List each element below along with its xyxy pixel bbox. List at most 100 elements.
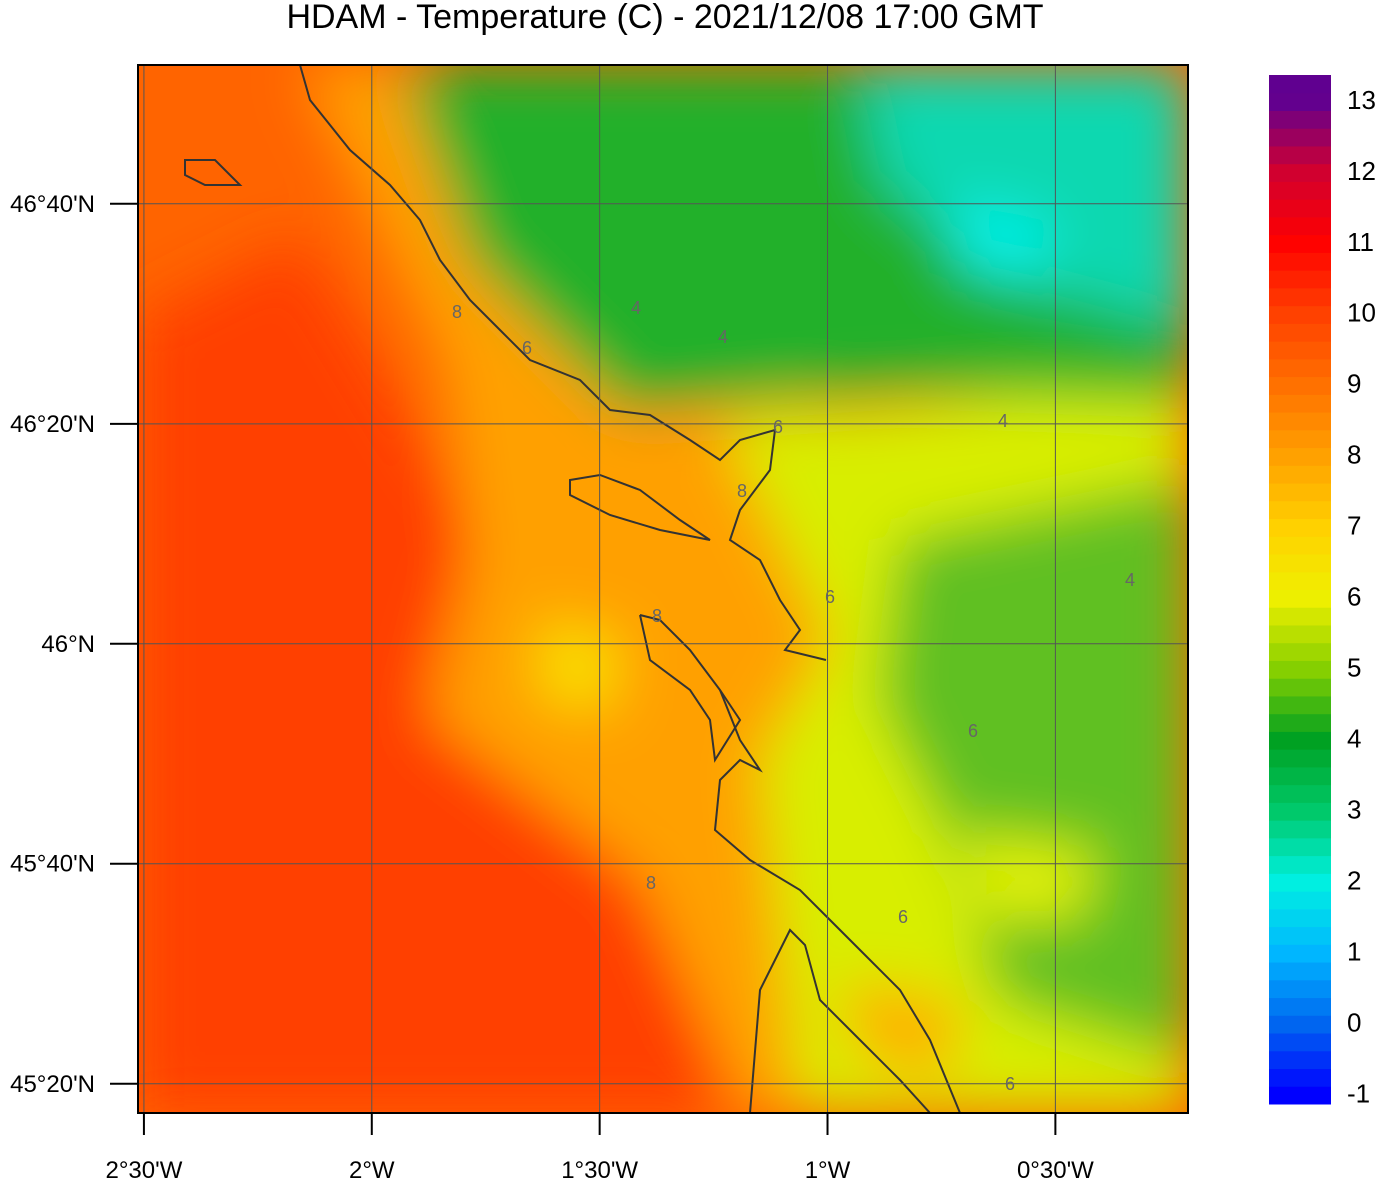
- colorbar-band: [1269, 962, 1331, 981]
- colorbar-band: [1269, 252, 1331, 271]
- y-tick-label: 45°40'N: [10, 851, 95, 878]
- colorbar-band: [1269, 908, 1331, 928]
- colorbar-band: [1269, 305, 1331, 324]
- coastline: [184, 65, 961, 1113]
- colorbar-band: [1269, 270, 1331, 289]
- colorbar-band: [1269, 820, 1331, 839]
- colorbar-band: [1269, 695, 1331, 715]
- y-tick-label: 46°40'N: [10, 191, 95, 218]
- colorbar-label: 12: [1347, 156, 1376, 186]
- colorbar-band: [1269, 1050, 1331, 1070]
- colorbar-band: [1269, 891, 1331, 910]
- colorbar-band: [1269, 554, 1331, 573]
- contour-label: 8: [652, 606, 662, 626]
- colorbar-label: 6: [1347, 582, 1361, 612]
- colorbar-label: 1: [1347, 936, 1361, 966]
- colorbar-label: 9: [1347, 369, 1361, 399]
- contour-label: 6: [968, 721, 978, 741]
- colorbar-band: [1269, 447, 1331, 466]
- colorbar-band: [1269, 1086, 1331, 1105]
- title: HDAM - Temperature (C) - 2021/12/08 17:0…: [286, 0, 1043, 36]
- contour-label: 6: [522, 338, 532, 358]
- colorbar-band: [1269, 873, 1331, 892]
- colorbar-band: [1269, 749, 1331, 768]
- colorbar-band: [1269, 323, 1331, 342]
- colorbar-band: [1269, 483, 1331, 502]
- colorbar-band: [1269, 802, 1331, 821]
- colorbar-band: [1269, 429, 1331, 449]
- colorbar-band: [1269, 376, 1331, 395]
- colorbar-band: [1269, 75, 1331, 94]
- colorbar-band: [1269, 287, 1331, 307]
- contour-label: 6: [898, 907, 908, 927]
- colorbar-band: [1269, 979, 1331, 999]
- colorbar-label: 7: [1347, 511, 1361, 541]
- colorbar-label: 10: [1347, 298, 1376, 328]
- colorbar-label: 3: [1347, 794, 1361, 824]
- colorbar-band: [1269, 412, 1331, 431]
- colorbar-band: [1269, 571, 1331, 590]
- colorbar-band: [1269, 624, 1331, 644]
- colorbar-band: [1269, 341, 1331, 360]
- colorbar-band: [1269, 642, 1331, 661]
- x-tick-label: 1°W: [805, 1157, 851, 1180]
- colorbar-band: [1269, 216, 1331, 236]
- contour-label: 6: [825, 587, 835, 607]
- contour-label: 8: [737, 481, 747, 501]
- colorbar-label: 5: [1347, 653, 1361, 683]
- x-tick-label: 2°W: [349, 1157, 395, 1180]
- colorbar-band: [1269, 1068, 1331, 1087]
- colorbar-band: [1269, 926, 1331, 945]
- colorbar-band: [1269, 181, 1331, 200]
- colorbar-band: [1269, 358, 1331, 378]
- colorbar-label: 8: [1347, 440, 1361, 470]
- colorbar-label: -1: [1347, 1078, 1370, 1108]
- y-tick-label: 46°20'N: [10, 411, 95, 438]
- x-tick-label: 1°30'W: [561, 1157, 638, 1180]
- colorbar-band: [1269, 234, 1331, 253]
- contour-label: 6: [773, 417, 783, 437]
- colorbar-band: [1269, 163, 1331, 182]
- colorbar-band: [1269, 997, 1331, 1016]
- contour-label: 4: [998, 411, 1008, 431]
- colorbar-label: 4: [1347, 724, 1361, 754]
- contour-label: 4: [718, 327, 728, 347]
- colorbar-band: [1269, 1015, 1331, 1034]
- x-tick-label: 2°30'W: [105, 1157, 182, 1180]
- colorbar-label: 13: [1347, 85, 1376, 115]
- colorbar-band: [1269, 713, 1331, 732]
- contour-label: 8: [452, 302, 462, 322]
- colorbar-band: [1269, 944, 1331, 963]
- colorbar-band: [1269, 128, 1331, 147]
- contour-label: 8: [646, 873, 656, 893]
- colorbar-band: [1269, 678, 1331, 697]
- colorbar-label: 0: [1347, 1007, 1361, 1037]
- colorbar-band: [1269, 855, 1331, 874]
- colorbar-band: [1269, 145, 1331, 165]
- map-frame: [137, 64, 1189, 1114]
- contour-label: 4: [1125, 570, 1135, 590]
- temperature-field: 8 6 4 4 6 8 4 6 8 4 6 8 6 6: [138, 65, 1188, 1113]
- colorbar-band: [1269, 110, 1331, 129]
- colorbar-band: [1269, 500, 1331, 520]
- colorbar-band: [1269, 199, 1331, 218]
- colorbar-band: [1269, 394, 1331, 413]
- graticule: [138, 65, 1188, 1113]
- y-tick-label: 45°20'N: [10, 1071, 95, 1098]
- colorbar-band: [1269, 1033, 1331, 1052]
- colorbar-band: [1269, 465, 1331, 484]
- colorbar-band: [1269, 589, 1331, 608]
- colorbar-band: [1269, 660, 1331, 679]
- colorbar-band: [1269, 784, 1331, 803]
- contour-label: 6: [1005, 1074, 1015, 1094]
- colorbar-band: [1269, 536, 1331, 555]
- y-tick-label: 46°N: [41, 631, 95, 658]
- colorbar-band: [1269, 607, 1331, 626]
- colorbar-label: 11: [1347, 227, 1374, 257]
- colorbar-label: 2: [1347, 865, 1361, 895]
- colorbar-band: [1269, 837, 1331, 857]
- colorbar-band: [1269, 766, 1331, 786]
- contour-labels: 8 6 4 4 6 8 4 6 8 4 6 8 6 6: [452, 298, 1135, 1094]
